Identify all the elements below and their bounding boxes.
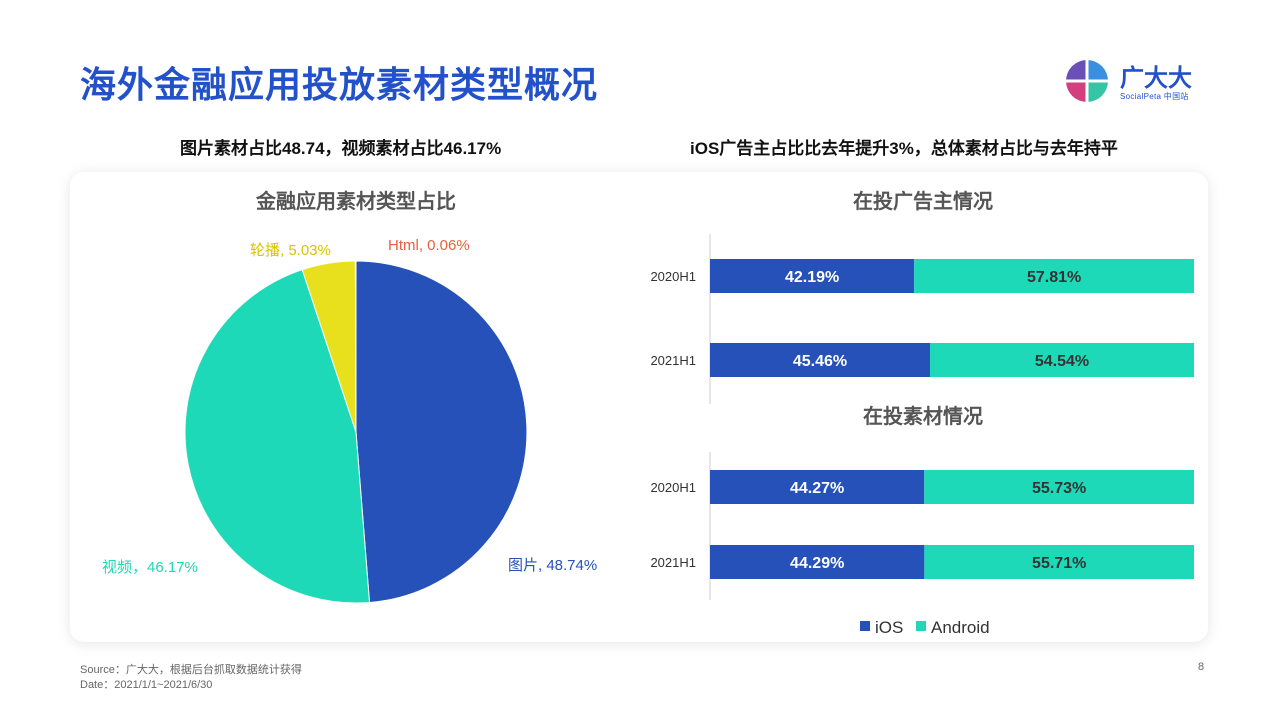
bar-chart-1-ios-bar-1: [710, 259, 915, 293]
right-subheading: iOS广告主占比比去年提升3%，总体素材占比与去年持平: [690, 139, 1118, 158]
footer-date: Date：2021/1/1~2021/6/30: [80, 679, 213, 691]
bar-chart-2-android-label-1: 55.73%: [1032, 480, 1086, 497]
bar-chart-2-ios-bar-2: [710, 545, 925, 579]
bar-chart-2-category-2: 2021H1: [650, 555, 696, 570]
logo-english-name: SocialPeta 中国站: [1120, 92, 1189, 101]
bar-chart-1-category-1: 2020H1: [650, 269, 696, 284]
pie-label-2: 视频，46.17%: [102, 559, 198, 576]
pie-slice-4: [354, 260, 357, 433]
pie-label-1: 图片, 48.74%: [508, 557, 597, 574]
bar-chart-1-android-label-2: 54.54%: [1035, 353, 1089, 370]
page-title: 海外金融应用投放素材类型概况: [80, 64, 599, 105]
pie-slice-1: [355, 260, 528, 603]
legend-android-swatch: [916, 621, 926, 631]
footer-source: Source：广大大，根据后台抓取数据统计获得: [80, 664, 302, 676]
bar-chart-2-android-bar-2: [924, 545, 1194, 579]
bar-chart-2-ios-bar-1: [710, 470, 925, 504]
pie-label-4: Html, 0.06%: [388, 237, 470, 254]
left-subheading: 图片素材占比48.74，视频素材占比46.17%: [180, 139, 502, 158]
bar-chart-1-category-2: 2021H1: [650, 353, 696, 368]
chart-card: 金融应用素材类型占比图片, 48.74% 视频，46.17% 轮播, 5.03% Ht…: [70, 172, 1208, 642]
logo-mark-icon: [1066, 60, 1108, 102]
bar-chart-1-title: 在投广告主情况: [853, 189, 993, 213]
bar-chart-2-android-label-2: 55.71%: [1032, 555, 1086, 572]
bar-chart-2-title: 在投素材情况: [863, 404, 983, 428]
legend-ios-swatch: [860, 621, 870, 631]
bar-chart-2-android-bar-1: [924, 470, 1194, 504]
pie-chart-title: 金融应用素材类型占比: [255, 189, 456, 213]
bar-chart-1-android-bar-2: [930, 343, 1194, 377]
bar-chart-1-ios-label-1: 42.19%: [785, 269, 839, 286]
bar-chart-1-android-label-1: 57.81%: [1027, 269, 1081, 286]
bar-chart-2-ios-label-1: 44.27%: [790, 480, 844, 497]
bar-chart-1-android-bar-1: [914, 259, 1194, 293]
bar-chart-2-category-1: 2020H1: [650, 480, 696, 495]
legend-android-label: Android: [931, 618, 990, 637]
bar-chart-2-ios-label-2: 44.29%: [790, 555, 844, 572]
logo-chinese-name: 广大大: [1120, 65, 1192, 92]
logo: 广大大 SocialPeta 中国站: [1064, 58, 1214, 104]
bar-chart-1-ios-label-2: 45.46%: [793, 353, 847, 370]
page-number: 8: [1198, 661, 1205, 673]
legend-ios-label: iOS: [875, 618, 903, 637]
pie-slice-2: [184, 269, 371, 604]
pie-label-3: 轮播, 5.03%: [250, 242, 331, 259]
bar-chart-1-ios-bar-2: [710, 343, 931, 377]
